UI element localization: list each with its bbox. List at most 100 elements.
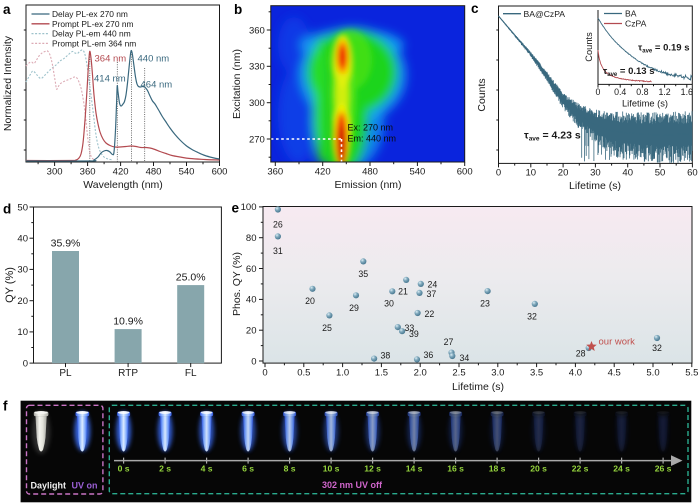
svg-text:0 s: 0 s bbox=[118, 464, 130, 474]
svg-text:35: 35 bbox=[358, 269, 368, 279]
svg-text:4.5: 4.5 bbox=[608, 368, 621, 379]
svg-text:360: 360 bbox=[267, 167, 283, 178]
svg-text:1.0: 1.0 bbox=[336, 368, 349, 379]
svg-text:270: 270 bbox=[249, 134, 265, 145]
svg-text:600: 600 bbox=[212, 167, 228, 178]
svg-text:2 s: 2 s bbox=[159, 464, 171, 474]
svg-text:Wavelength (nm): Wavelength (nm) bbox=[83, 179, 163, 191]
svg-text:36: 36 bbox=[424, 350, 434, 360]
svg-text:26 s: 26 s bbox=[655, 464, 672, 474]
svg-text:60: 60 bbox=[246, 264, 257, 275]
svg-text:10: 10 bbox=[17, 327, 28, 338]
svg-text:31: 31 bbox=[273, 246, 283, 256]
svg-text:50: 50 bbox=[17, 202, 28, 213]
svg-text:10 s: 10 s bbox=[323, 464, 340, 474]
svg-text:3.0: 3.0 bbox=[491, 368, 504, 379]
svg-text:d: d bbox=[3, 202, 11, 217]
svg-text:18 s: 18 s bbox=[489, 464, 506, 474]
svg-text:0.5: 0.5 bbox=[297, 368, 310, 379]
svg-text:360: 360 bbox=[249, 25, 265, 36]
svg-text:20 s: 20 s bbox=[530, 464, 547, 474]
svg-text:FL: FL bbox=[185, 368, 197, 379]
svg-text:2.0: 2.0 bbox=[414, 368, 427, 379]
svg-text:14 s: 14 s bbox=[406, 464, 423, 474]
svg-text:b: b bbox=[234, 2, 242, 17]
svg-text:30: 30 bbox=[590, 168, 601, 179]
svg-text:40: 40 bbox=[17, 234, 28, 245]
svg-text:BA@CzPA: BA@CzPA bbox=[524, 9, 566, 19]
svg-text:Normalized Intensity: Normalized Intensity bbox=[2, 35, 14, 131]
svg-text:100: 100 bbox=[241, 202, 257, 213]
svg-text:50: 50 bbox=[655, 168, 666, 179]
svg-text:29: 29 bbox=[349, 303, 359, 313]
svg-text:6 s: 6 s bbox=[242, 464, 254, 474]
svg-text:540: 540 bbox=[409, 167, 425, 178]
svg-text:21: 21 bbox=[398, 287, 408, 297]
svg-text:Delay PL-ex 270 nm: Delay PL-ex 270 nm bbox=[52, 9, 128, 19]
svg-text:UV on: UV on bbox=[72, 481, 98, 491]
svg-text:22: 22 bbox=[425, 309, 435, 319]
svg-text:32: 32 bbox=[527, 312, 537, 322]
svg-text:5.0: 5.0 bbox=[646, 368, 659, 379]
svg-text:0: 0 bbox=[251, 356, 256, 367]
svg-text:our work: our work bbox=[599, 337, 636, 348]
svg-text:8 s: 8 s bbox=[284, 464, 296, 474]
svg-text:Daylight: Daylight bbox=[31, 481, 67, 491]
svg-text:300: 300 bbox=[47, 167, 63, 178]
svg-text:600: 600 bbox=[457, 167, 473, 178]
svg-text:Counts: Counts bbox=[476, 78, 488, 111]
svg-text:Emission (nm): Emission (nm) bbox=[334, 179, 401, 191]
svg-text:0: 0 bbox=[23, 358, 28, 369]
svg-text:1.5: 1.5 bbox=[375, 368, 388, 379]
svg-text:32: 32 bbox=[652, 343, 662, 353]
svg-text:Lifetime (s): Lifetime (s) bbox=[569, 180, 621, 192]
svg-text:300: 300 bbox=[249, 98, 265, 109]
svg-text:22 s: 22 s bbox=[572, 464, 589, 474]
svg-text:27: 27 bbox=[444, 337, 454, 347]
svg-text:414 nm: 414 nm bbox=[94, 74, 126, 85]
svg-text:Lifetime (s): Lifetime (s) bbox=[452, 381, 504, 393]
svg-text:c: c bbox=[471, 1, 479, 16]
svg-text:0: 0 bbox=[596, 87, 601, 97]
svg-text:Excitation (nm): Excitation (nm) bbox=[231, 49, 243, 119]
svg-text:80: 80 bbox=[246, 233, 257, 244]
svg-text:364 nm: 364 nm bbox=[95, 54, 127, 65]
svg-text:420: 420 bbox=[113, 167, 129, 178]
svg-text:25: 25 bbox=[322, 323, 332, 333]
svg-text:Counts: Counts bbox=[584, 32, 594, 62]
svg-text:30: 30 bbox=[17, 265, 28, 276]
svg-text:Lifetime (s): Lifetime (s) bbox=[622, 99, 668, 109]
svg-text:34: 34 bbox=[460, 353, 470, 363]
svg-text:302 nm UV off: 302 nm UV off bbox=[322, 480, 383, 490]
svg-text:480: 480 bbox=[362, 167, 378, 178]
svg-text:16 s: 16 s bbox=[447, 464, 464, 474]
svg-text:20: 20 bbox=[558, 168, 569, 179]
svg-text:330: 330 bbox=[249, 62, 265, 73]
svg-text:464 nm: 464 nm bbox=[141, 80, 173, 91]
svg-text:4.0: 4.0 bbox=[569, 368, 582, 379]
svg-text:3.5: 3.5 bbox=[530, 368, 543, 379]
svg-text:1.6: 1.6 bbox=[681, 87, 693, 97]
svg-text:420: 420 bbox=[315, 167, 331, 178]
svg-text:24: 24 bbox=[428, 280, 438, 290]
svg-text:23: 23 bbox=[480, 299, 490, 309]
svg-text:Ex: 270 nm: Ex: 270 nm bbox=[348, 123, 394, 133]
svg-text:12 s: 12 s bbox=[364, 464, 381, 474]
svg-text:Prompt PL-em 364 nm: Prompt PL-em 364 nm bbox=[52, 38, 136, 48]
svg-text:4 s: 4 s bbox=[201, 464, 213, 474]
svg-text:2.5: 2.5 bbox=[452, 368, 465, 379]
svg-text:Phos. QY (%): Phos. QY (%) bbox=[231, 252, 243, 316]
svg-text:τave = 4.23 s: τave = 4.23 s bbox=[524, 130, 581, 143]
svg-text:f: f bbox=[3, 399, 8, 414]
svg-text:20: 20 bbox=[17, 296, 28, 307]
svg-text:τave = 0.13 s: τave = 0.13 s bbox=[603, 66, 655, 78]
svg-text:0: 0 bbox=[262, 368, 267, 379]
svg-text:60: 60 bbox=[687, 168, 698, 179]
svg-text:33: 33 bbox=[405, 323, 415, 333]
svg-text:26: 26 bbox=[273, 220, 283, 230]
svg-text:35.9%: 35.9% bbox=[51, 238, 81, 250]
svg-text:Prompt PL-ex 270 nm: Prompt PL-ex 270 nm bbox=[52, 19, 133, 29]
svg-text:40: 40 bbox=[246, 295, 257, 306]
svg-text:38: 38 bbox=[381, 351, 391, 361]
svg-text:BA: BA bbox=[625, 9, 637, 19]
